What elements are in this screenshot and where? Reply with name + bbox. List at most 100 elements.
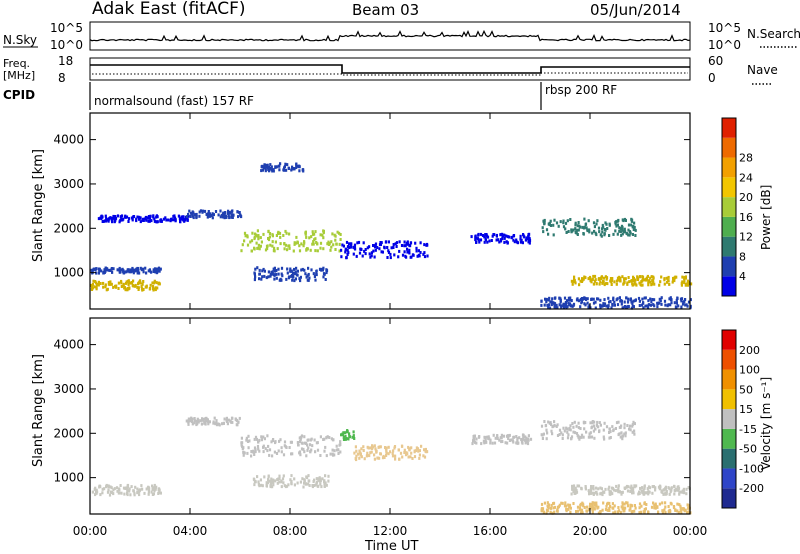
data-cell (680, 490, 683, 494)
data-cell (340, 255, 343, 259)
data-cell (400, 244, 404, 247)
data-cell (557, 505, 560, 509)
data-cell (278, 477, 281, 480)
data-cell (661, 511, 665, 515)
data-cell (270, 477, 273, 481)
data-cell (355, 454, 358, 458)
data-cell (612, 429, 615, 433)
data-cell (553, 218, 556, 222)
data-cell (236, 210, 239, 214)
data-cell (577, 277, 580, 281)
data-cell (354, 457, 357, 461)
data-cell (313, 275, 316, 278)
data-cell (548, 303, 551, 307)
data-cell (307, 266, 310, 270)
data-cell (551, 425, 554, 429)
data-cell (564, 301, 567, 304)
data-cell (672, 506, 676, 510)
data-cell (595, 423, 598, 427)
data-cell (323, 272, 326, 276)
data-cell (379, 452, 382, 456)
data-cell (117, 287, 120, 290)
data-cell (387, 445, 390, 449)
y-tick-label: 3000 (53, 177, 84, 191)
data-cell (593, 501, 597, 505)
data-cell (322, 275, 325, 279)
data-cell (547, 420, 550, 424)
data-cell (591, 510, 594, 514)
data-cell (262, 267, 265, 271)
data-cell (256, 444, 260, 448)
data-cell (101, 220, 104, 223)
data-cell (528, 237, 531, 241)
data-cell (259, 478, 262, 482)
data-cell (307, 272, 310, 276)
data-cell (528, 239, 532, 242)
data-cell (332, 243, 335, 247)
data-cell (553, 302, 557, 306)
data-cell (336, 230, 339, 234)
data-cell (682, 487, 685, 491)
data-cell (154, 487, 157, 491)
colorbar-tick-label: 8 (739, 250, 746, 263)
data-cell (524, 438, 527, 442)
data-cell (315, 269, 318, 273)
data-cell (223, 216, 226, 220)
data-cell (519, 237, 522, 241)
data-cell (577, 426, 580, 430)
data-cell (632, 305, 635, 309)
data-cell (680, 305, 683, 309)
data-cell (288, 232, 291, 236)
data-cell (521, 241, 524, 245)
data-cell (578, 506, 582, 510)
data-cell (674, 275, 677, 279)
data-cell (307, 482, 310, 486)
data-cell (649, 303, 652, 307)
data-cell (406, 241, 409, 245)
data-cell (264, 165, 267, 169)
data-cell (406, 247, 409, 251)
data-cell (95, 271, 98, 275)
data-cell (383, 246, 386, 250)
data-cell (118, 270, 121, 274)
data-cell (298, 451, 301, 455)
data-cell (307, 474, 310, 478)
data-cell (630, 306, 633, 310)
data-cell (151, 285, 155, 288)
data-cell (599, 298, 602, 302)
data-cell (140, 268, 143, 272)
data-cell (302, 244, 305, 248)
nsky-tick-low: 10^0 (50, 38, 83, 52)
data-cell (589, 490, 593, 493)
data-cell (134, 283, 137, 287)
data-cell (515, 441, 518, 445)
data-cell (271, 272, 274, 276)
data-cell (571, 422, 574, 425)
data-cell (409, 455, 412, 459)
data-cell (149, 283, 152, 287)
data-cell (426, 243, 429, 247)
data-cell (258, 268, 261, 272)
data-cell (147, 269, 150, 273)
data-cell (214, 422, 217, 426)
data-cell (346, 248, 349, 252)
data-cell (237, 420, 240, 424)
data-cell (348, 246, 351, 249)
data-cell (329, 248, 332, 252)
data-cell (270, 440, 273, 444)
data-cell (414, 241, 417, 245)
data-cell (583, 302, 586, 306)
data-cell (512, 440, 515, 444)
data-cell (585, 430, 588, 434)
data-cell (668, 297, 671, 301)
data-cell (94, 268, 97, 272)
data-cell (268, 169, 271, 173)
data-cell (484, 436, 487, 439)
data-cell (651, 279, 654, 283)
data-cell (673, 488, 676, 492)
colorbar-segment (722, 369, 736, 390)
data-cell (519, 240, 522, 244)
data-cell (242, 453, 245, 457)
data-cell (257, 480, 260, 484)
data-cell (360, 447, 363, 451)
